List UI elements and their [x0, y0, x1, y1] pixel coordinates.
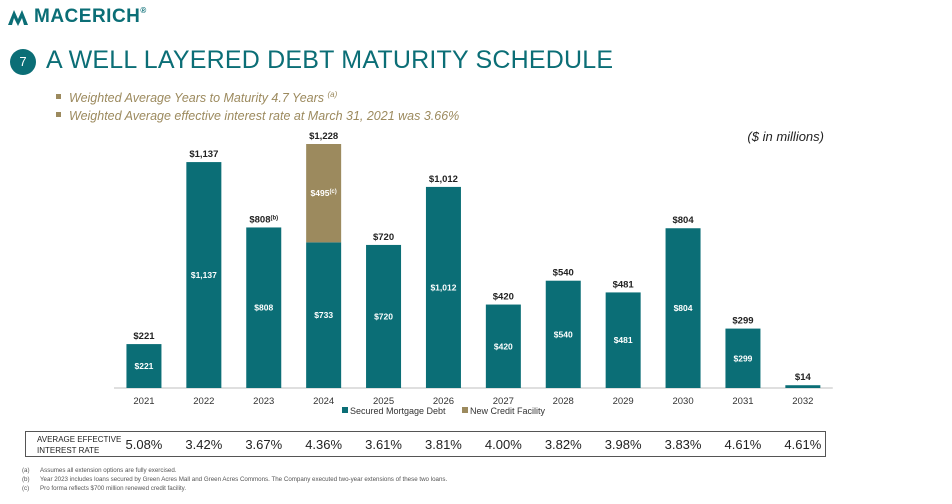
- footnote-c: (c) Pro forma reflects $700 million renew…: [22, 485, 187, 492]
- bar-secured-2025: [366, 244, 402, 388]
- total-label-2030: $804: [672, 215, 694, 226]
- total-label-2023: $808(b): [249, 214, 278, 225]
- rate-value-2031: 4.61%: [724, 437, 762, 452]
- footnote-a: (a) Assumes all extension options are ful…: [22, 467, 177, 474]
- logo-mark-icon: [8, 10, 28, 26]
- bar-secured-2021: [126, 344, 162, 388]
- rate-value-2024: 4.36%: [305, 437, 343, 452]
- bar-secured-2030: [665, 228, 701, 388]
- bar-secured-2027: [485, 304, 521, 388]
- total-label-2029: $481: [613, 279, 635, 290]
- x-tick-label-2024: 2024: [313, 396, 334, 407]
- x-tick-label-2032: 2032: [792, 396, 813, 407]
- summary-bullets: Weighted Average Years to Maturity 4.7 Y…: [56, 86, 459, 125]
- bar-secured-2024: [306, 242, 342, 388]
- bar-secured-2026: [425, 186, 461, 388]
- bar-secured-2029: [605, 292, 641, 388]
- total-label-note-2023: (b): [270, 215, 278, 221]
- legend-swatch-0: [342, 407, 348, 413]
- legend-label-1: New Credit Facility: [470, 406, 546, 416]
- bar-label-secured-2021: $221: [134, 361, 153, 371]
- total-label-2024: $1,228: [309, 131, 338, 142]
- rate-value-2025: 3.61%: [365, 437, 402, 452]
- macerich-logo: MACERICH®: [6, 6, 147, 28]
- x-tick-label-2026: 2026: [433, 396, 454, 407]
- rate-table-label: AVERAGE EFFECTIVE INTEREST RATE: [37, 435, 122, 455]
- x-tick-label-2028: 2028: [553, 396, 574, 407]
- debt-maturity-chart: $221 $221 2021 $1,137 $1,137 2022 $808 $808(b) 2…: [114, 131, 833, 416]
- bar-label-secured-2030: $804: [674, 303, 693, 313]
- x-tick-label-2025: 2025: [373, 396, 394, 407]
- rate-value-2028: 3.82%: [544, 437, 582, 452]
- bar-secured-2031: [725, 328, 761, 388]
- total-label-2022: $1,137: [189, 149, 218, 160]
- logo-text: MACERICH®: [34, 6, 147, 27]
- interest-rate-table: AVERAGE EFFECTIVE INTEREST RATE 5.08% 3.4…: [25, 431, 826, 457]
- total-label-2021: $221: [133, 331, 155, 342]
- rate-value-2023: 3.67%: [245, 437, 283, 452]
- total-label-2026: $1,012: [429, 174, 458, 185]
- total-label-2032: $14: [795, 372, 812, 383]
- bar-secured-2022: [186, 162, 222, 388]
- x-tick-label-2030: 2030: [672, 396, 693, 407]
- x-tick-label-2027: 2027: [493, 396, 514, 407]
- rate-value-2022: 3.42%: [185, 437, 223, 452]
- units-note: ($ in millions): [747, 129, 824, 144]
- footnotes: (a) Assumes all extension options are ful…: [22, 466, 447, 493]
- bar-secured-2023: [246, 227, 282, 388]
- bar-secured-2032: [785, 385, 821, 388]
- bullet-square-icon: [56, 112, 61, 118]
- page-title: A WELL LAYERED DEBT MATURITY SCHEDULE: [46, 46, 614, 74]
- total-label-2031: $299: [732, 316, 753, 327]
- bar-label-note-2024: (c): [329, 189, 336, 195]
- x-tick-label-2031: 2031: [732, 396, 753, 407]
- total-label-2025: $720: [373, 232, 394, 243]
- bar-label-secured-2029: $481: [614, 335, 633, 345]
- bar-label-credit-facility-2024: $495(c): [311, 188, 337, 198]
- bar-label-secured-2022: $1,137: [191, 270, 217, 280]
- bar-secured-2028: [545, 280, 581, 388]
- bullet-square-icon: [56, 94, 61, 100]
- x-tick-label-2029: 2029: [613, 396, 634, 407]
- bar-label-secured-2023: $808: [254, 303, 273, 313]
- bar-label-secured-2025: $720: [374, 311, 393, 321]
- x-tick-label-2023: 2023: [253, 396, 274, 407]
- rate-value-2030: 3.83%: [664, 437, 702, 452]
- x-tick-label-2022: 2022: [193, 396, 214, 407]
- bullet-interest-rate: Weighted Average effective interest rate…: [56, 107, 459, 125]
- footnote-b: (b) Year 2023 includes loans secured by G…: [22, 476, 448, 483]
- bar-label-secured-2024: $733: [314, 310, 333, 320]
- legend-swatch-1: [462, 407, 468, 413]
- rate-value-2026: 3.81%: [425, 437, 462, 452]
- bar-label-secured-2028: $540: [554, 329, 573, 339]
- bar-label-secured-2027: $420: [494, 341, 513, 351]
- rate-value-2032: 4.61%: [784, 437, 822, 452]
- total-label-2028: $540: [553, 268, 574, 279]
- bar-label-secured-2031: $299: [733, 353, 752, 363]
- rate-value-2021: 5.08%: [125, 437, 163, 452]
- bar-credit-facility-2024: [306, 144, 342, 243]
- x-tick-label-2021: 2021: [133, 396, 154, 407]
- bullet-maturity: Weighted Average Years to Maturity 4.7 Y…: [56, 86, 459, 107]
- bar-label-secured-2026: $1,012: [430, 282, 456, 292]
- page-number-badge: 7: [10, 49, 36, 75]
- rate-value-2029: 3.98%: [604, 437, 642, 452]
- total-label-2027: $420: [493, 292, 514, 303]
- rate-value-2027: 4.00%: [484, 437, 522, 452]
- legend-label-0: Secured Mortgage Debt: [350, 406, 446, 416]
